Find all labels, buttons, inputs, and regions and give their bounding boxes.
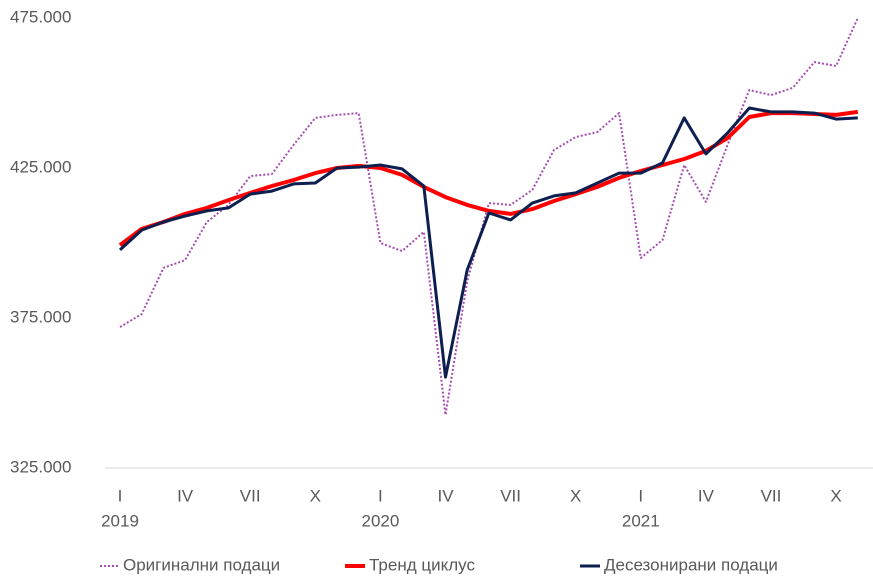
x-tick-label: I <box>378 486 383 505</box>
y-tick-label: 325.000 <box>10 457 71 476</box>
x-tick-label: IV <box>177 486 194 505</box>
x-tick-label: I <box>638 486 643 505</box>
x-tick-label: IV <box>437 486 454 505</box>
series-line <box>118 109 859 247</box>
legend-label: Оригинални подаци <box>123 555 280 574</box>
y-tick-label: 375.000 <box>10 307 71 326</box>
x-group-label: 2019 <box>101 511 139 530</box>
x-tick-label: X <box>570 486 581 505</box>
x-tick-label: VII <box>761 486 782 505</box>
x-tick-label: X <box>310 486 321 505</box>
x-tick-label: X <box>830 486 841 505</box>
legend-label: Тренд циклус <box>369 555 475 574</box>
x-tick-label: IV <box>698 486 715 505</box>
legend-label: Десезонирани подаци <box>604 555 778 574</box>
y-tick-label: 475.000 <box>10 7 71 26</box>
x-tick-label: I <box>118 486 123 505</box>
x-group-label: 2021 <box>622 511 660 530</box>
x-tick-label: VII <box>240 486 261 505</box>
x-tick-label: VII <box>500 486 521 505</box>
series-line <box>118 106 858 379</box>
x-group-label: 2020 <box>361 511 399 530</box>
y-tick-label: 425.000 <box>10 157 71 176</box>
